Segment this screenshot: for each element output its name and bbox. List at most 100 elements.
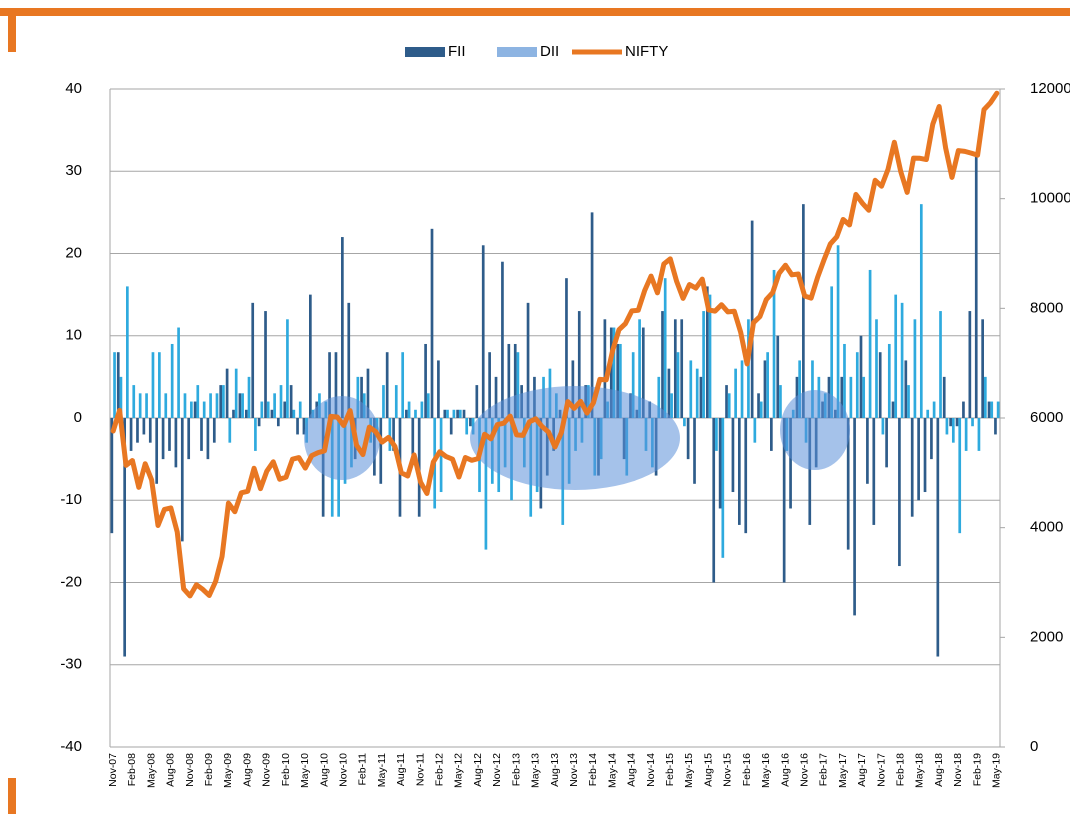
bar <box>219 385 223 418</box>
bar <box>853 418 856 616</box>
highlight <box>470 386 680 490</box>
x-tick-label: Feb-16 <box>741 753 753 786</box>
bar <box>328 352 331 418</box>
y-tick-label: -10 <box>60 491 82 508</box>
x-tick-label: Aug-12 <box>472 753 484 787</box>
y-tick-label: 0 <box>74 409 82 426</box>
bar <box>936 418 940 657</box>
bar <box>939 311 942 418</box>
bar <box>759 401 763 418</box>
bar <box>286 319 289 418</box>
bar <box>452 409 456 418</box>
bar <box>113 352 116 418</box>
bar <box>744 418 748 534</box>
bar <box>145 393 148 418</box>
bar <box>990 401 994 418</box>
bar <box>225 368 229 418</box>
x-tick-label: Nov-16 <box>798 753 810 787</box>
bar <box>494 376 498 418</box>
bar <box>283 401 287 418</box>
bar <box>772 269 776 418</box>
bar <box>458 409 462 418</box>
bar <box>366 368 370 418</box>
x-tick-label: Feb-09 <box>203 753 215 786</box>
bar <box>661 311 664 418</box>
bar <box>708 294 712 418</box>
bar <box>689 360 693 418</box>
bar <box>932 401 936 418</box>
left-accent <box>8 8 16 52</box>
bar <box>222 385 225 418</box>
bar <box>347 302 351 418</box>
bar <box>151 352 155 418</box>
y-tick-label: 30 <box>65 162 82 179</box>
bar <box>232 409 235 418</box>
bar <box>215 393 219 418</box>
bar <box>126 286 129 418</box>
bar <box>119 376 123 418</box>
x-tick-label: Aug-17 <box>856 753 868 787</box>
bar <box>612 327 616 418</box>
x-tick-label: Feb-10 <box>280 753 292 786</box>
bar <box>609 327 613 418</box>
bar <box>164 393 168 418</box>
bar <box>123 418 127 657</box>
x-tick-label: Aug-14 <box>626 753 638 787</box>
bar <box>782 418 786 583</box>
top-border <box>0 8 1070 16</box>
bar <box>590 212 594 418</box>
bar <box>843 343 846 418</box>
bar <box>811 360 814 418</box>
bar <box>686 418 690 460</box>
x-tick-label: Nov-11 <box>414 753 426 786</box>
bar <box>443 409 447 418</box>
bar <box>983 376 987 418</box>
bar <box>251 302 255 418</box>
bar <box>766 352 769 418</box>
x-tick-label: Nov-15 <box>722 753 734 787</box>
bar <box>200 418 203 451</box>
bar <box>676 352 680 418</box>
bar <box>170 343 174 418</box>
bar <box>881 418 885 435</box>
bar <box>977 418 981 451</box>
bar <box>430 228 434 418</box>
bar <box>971 418 974 427</box>
bar <box>174 418 178 468</box>
bar <box>260 401 264 418</box>
bar <box>789 418 792 509</box>
bar <box>712 418 716 583</box>
bar <box>193 401 197 418</box>
bar <box>958 418 962 534</box>
x-tick-label: Feb-17 <box>818 753 830 786</box>
bar <box>715 418 718 451</box>
bar <box>802 204 805 418</box>
bar <box>673 319 677 418</box>
bar <box>228 418 232 443</box>
bar <box>657 376 661 418</box>
bar <box>292 409 296 418</box>
bar <box>616 343 620 418</box>
bar <box>753 418 757 443</box>
bar <box>919 204 923 418</box>
bar <box>469 418 472 427</box>
bar <box>257 418 261 427</box>
overlay: -40 -30 -20 -10 0 10 20 30 40 0 2000 4000 6000 8000 10… <box>60 43 1070 788</box>
bar <box>836 245 840 418</box>
bar <box>670 393 673 418</box>
legend-swatch <box>497 47 537 57</box>
bar <box>693 418 696 484</box>
bar <box>501 261 504 418</box>
bar <box>196 385 200 418</box>
bar <box>846 418 850 550</box>
bar <box>702 311 705 418</box>
bar <box>631 352 635 418</box>
x-tick-label: Feb-14 <box>587 753 599 786</box>
bar <box>907 385 910 418</box>
bar <box>619 343 622 418</box>
bar <box>270 409 274 418</box>
bar <box>638 319 641 418</box>
bar <box>734 368 737 418</box>
bar <box>840 376 844 418</box>
bar <box>183 393 187 418</box>
